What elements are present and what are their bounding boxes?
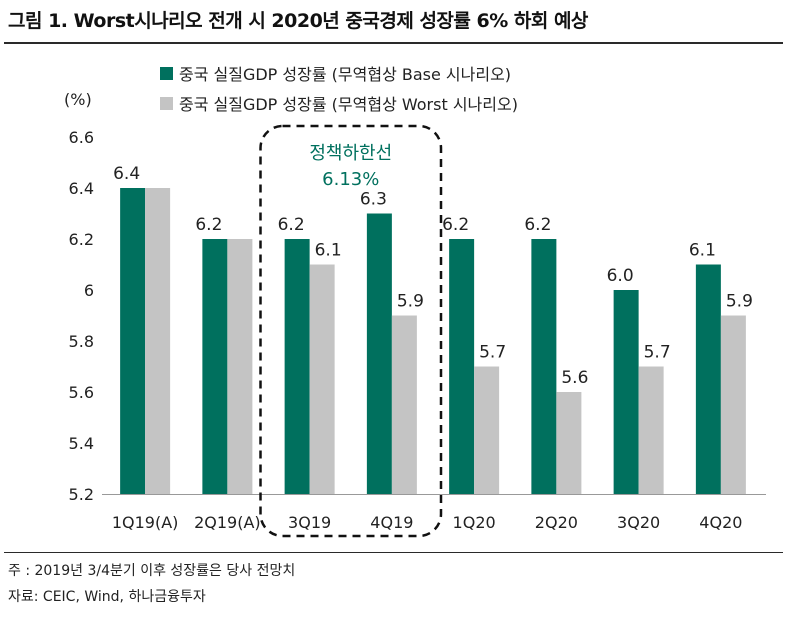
bar-base	[613, 290, 639, 494]
policy-floor-label: 정책하한선	[309, 143, 392, 164]
y-tick-label: 5.8	[69, 332, 94, 351]
footnote: 주 : 2019년 3/4분기 이후 성장률은 당사 전망치	[8, 563, 296, 579]
data-label-worst: 6.1	[315, 241, 342, 261]
bar-base	[695, 264, 721, 494]
chart-legend: 중국 실질GDP 성장률 (무역협상 Base 시나리오) 중국 실질GDP 성…	[160, 58, 518, 118]
bar-base	[202, 239, 228, 494]
figure-title: 그림 1. Worst시나리오 전개 시 2020년 중국경제 성장률 6% 하…	[8, 10, 588, 32]
y-tick-label: 6.6	[69, 128, 94, 147]
policy-floor-value: 6.13%	[322, 169, 379, 190]
bar-worst	[638, 366, 664, 494]
x-tick-label: 1Q20	[453, 513, 496, 532]
bar-base	[366, 213, 392, 494]
data-label-base: 6.2	[195, 215, 222, 235]
legend-item-worst: 중국 실질GDP 성장률 (무역협상 Worst 시나리오)	[160, 88, 518, 118]
legend-swatch-worst	[160, 96, 173, 110]
bar-worst	[227, 239, 253, 494]
x-tick-label: 3Q20	[617, 513, 660, 532]
x-tick-label: 1Q19(A)	[112, 513, 179, 532]
bar-worst	[391, 315, 417, 494]
bar-chart: 5.2 5.4 5.6 5.8 6 6.2 6.4 6.6 6.4 1Q19(A) 6.2 2Q19(…	[69, 124, 766, 538]
x-tick-label: 4Q20	[699, 513, 742, 532]
data-label-worst: 5.7	[644, 343, 671, 363]
bar-worst	[556, 392, 582, 494]
data-label-worst: 5.6	[561, 368, 588, 388]
y-tick-label: 5.6	[69, 383, 94, 402]
bar-worst	[720, 315, 746, 494]
data-label-worst: 5.7	[479, 343, 506, 363]
legend-label-worst: 중국 실질GDP 성장률 (무역협상 Worst 시나리오)	[179, 95, 518, 114]
legend-swatch-base	[160, 66, 173, 80]
source-note: 자료: CEIC, Wind, 하나금융투자	[8, 589, 206, 605]
y-tick-label: 6.2	[69, 230, 94, 249]
x-tick-label: 2Q19(A)	[194, 513, 261, 532]
y-tick-label: 5.2	[69, 485, 94, 504]
legend-label-base: 중국 실질GDP 성장률 (무역협상 Base 시나리오)	[179, 65, 512, 84]
data-label-base: 6.2	[524, 215, 551, 235]
bottom-rule	[4, 552, 783, 553]
x-tick-label: 2Q20	[535, 513, 578, 532]
legend-item-base: 중국 실질GDP 성장률 (무역협상 Base 시나리오)	[160, 58, 518, 88]
bar-worst	[309, 264, 335, 494]
data-label-base: 6.0	[607, 266, 634, 286]
data-label-base: 6.4	[113, 164, 140, 184]
x-tick-label: 3Q19	[288, 513, 331, 532]
bar-base	[449, 239, 475, 494]
x-tick-label: 4Q19	[370, 513, 413, 532]
data-label-worst: 5.9	[726, 292, 753, 312]
bar-worst	[474, 366, 500, 494]
data-label-base: 6.1	[689, 241, 716, 261]
y-tick-label: 6.4	[69, 179, 94, 198]
data-label-worst: 5.9	[397, 292, 424, 312]
y-axis-unit: (%)	[64, 90, 92, 109]
y-tick-label: 5.4	[69, 434, 94, 453]
data-label-base: 6.2	[278, 215, 305, 235]
title-rule	[4, 42, 783, 44]
bar-worst	[145, 188, 171, 494]
data-label-base: 6.3	[360, 190, 387, 210]
bar-base	[284, 239, 310, 494]
bar-base	[531, 239, 557, 494]
highlight-box	[259, 124, 443, 538]
data-label-base: 6.2	[442, 215, 469, 235]
y-tick-label: 6	[84, 281, 94, 300]
bar-base	[120, 188, 146, 494]
